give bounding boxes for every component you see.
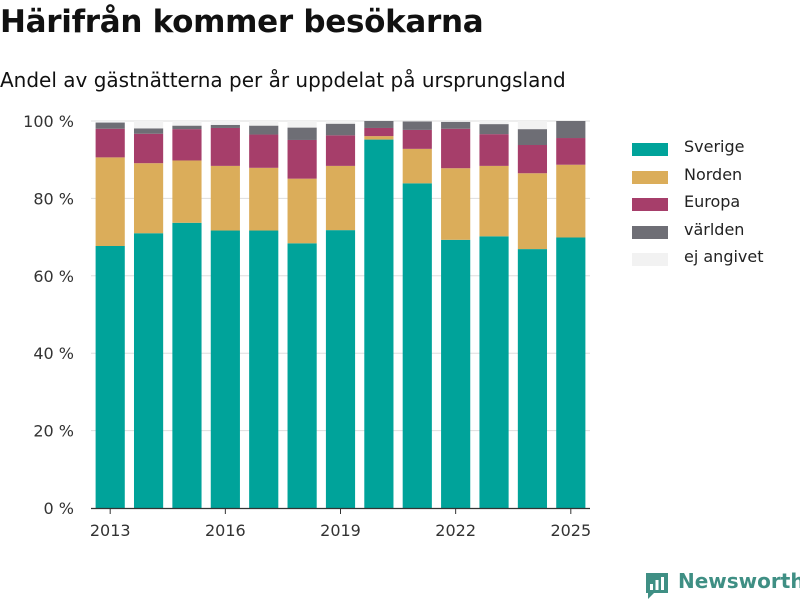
bar-segment [96,157,125,246]
legend-label: Europa [684,192,740,211]
bar-segment [211,125,240,128]
x-tick-label: 2019 [320,521,361,540]
bar-segment [134,128,163,133]
bar-segment [441,121,470,122]
bar-segment [518,145,547,173]
bar-segment [172,223,201,508]
bar-segment [479,121,508,124]
y-tick-label: 40 % [33,344,74,363]
bar-segment [249,121,278,126]
bar-segment [249,126,278,135]
y-tick-label: 100 % [23,112,74,131]
bar-segment [288,140,317,179]
legend-label: Sverige [684,137,745,156]
legend-swatch [632,171,668,184]
bar-segment [134,134,163,163]
bar-segment [556,165,585,238]
bar-segment [364,136,393,139]
y-tick-label: 20 % [33,422,74,441]
bar-segment [364,128,393,136]
bar-segment [249,168,278,231]
legend-swatch [632,198,668,211]
bar-segment [479,124,508,134]
bar-segment [518,249,547,508]
bar-segment [479,134,508,166]
bar-segment [96,246,125,508]
bar-segment [326,121,355,124]
y-tick-label: 0 % [44,499,74,518]
bar-segment [172,129,201,160]
legend-swatch [632,253,668,266]
bar-segment [134,233,163,508]
x-tick-label: 2016 [205,521,246,540]
bar-segment [288,121,317,128]
bar-segment [211,231,240,508]
bar-segment [96,129,125,158]
bar-segment [518,121,547,129]
bar-segment [403,121,432,130]
bar-segment [441,122,470,129]
bar-segment [403,149,432,183]
legend-label: världen [684,220,744,239]
bar-segment [441,129,470,168]
bar-segment [134,163,163,233]
legend-swatch [632,226,668,239]
bar-segment [172,160,201,222]
legend-label: Norden [684,165,742,184]
brand-name: Newsworthy [678,569,800,593]
bar-segment [172,126,201,129]
bar-segment [249,231,278,508]
bar-segment [556,138,585,165]
bar-segment [326,124,355,136]
x-tick-label: 2013 [90,521,131,540]
bar-segment [441,168,470,240]
bar-segment [249,135,278,168]
bar-segment [172,121,201,126]
bar-segment [211,121,240,125]
bar-segment [518,129,547,145]
y-tick-label: 60 % [33,267,74,286]
bar-segment [288,179,317,244]
bar-segment [441,240,470,508]
bar-segment [288,128,317,140]
bar-segment [556,121,585,138]
bar-segment [364,121,393,128]
bar-segment [403,130,432,149]
bar-segment [364,140,393,508]
x-tick-label: 2022 [435,521,476,540]
bar-segment [326,135,355,166]
bar-segment [479,166,508,236]
bar-segment [288,243,317,508]
newsworthy-logo-icon [644,571,670,601]
bar-segment [479,236,508,508]
bar-segment [326,230,355,508]
bar-segment [211,128,240,166]
legend-swatch [632,143,668,156]
bar-segment [134,121,163,128]
bar-segment [556,237,585,508]
bar-segment [403,183,432,508]
legend-label: ej angivet [684,247,764,266]
bar-segment [96,123,125,129]
bar-segment [326,166,355,230]
x-tick-label: 2025 [550,521,591,540]
bar-segment [96,121,125,123]
bar-segment [211,166,240,231]
y-tick-label: 80 % [33,189,74,208]
bar-segment [518,173,547,249]
